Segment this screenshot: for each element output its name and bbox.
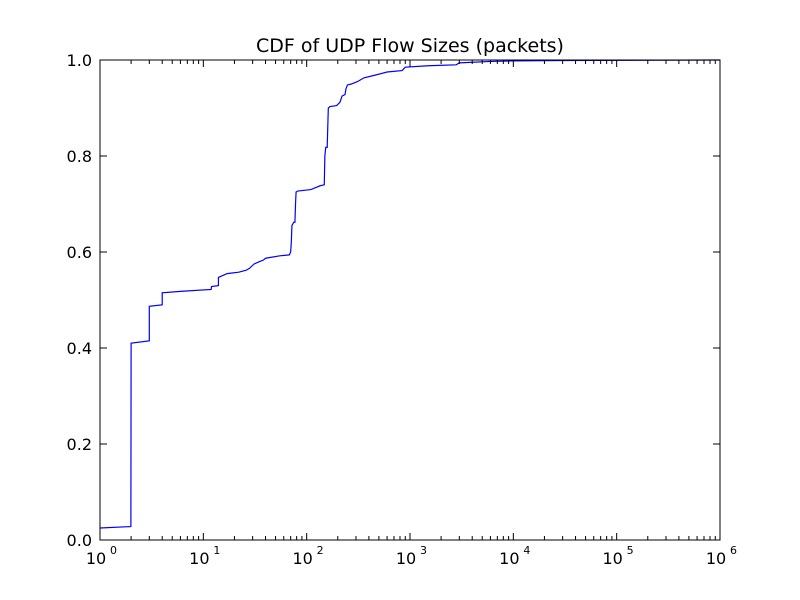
y-tick-label: 0.8	[67, 147, 92, 166]
axes-frame	[99, 59, 721, 541]
x-tick-exponent: 2	[317, 544, 324, 557]
y-tick-label: 0.0	[67, 531, 92, 550]
y-tick-label: 0.6	[67, 243, 92, 262]
y-tick-label: 1.0	[67, 51, 92, 70]
x-tick-label: 10	[706, 549, 726, 568]
x-tick-exponent: 6	[730, 544, 737, 557]
y-tick-label: 0.2	[67, 435, 92, 454]
x-tick-label: 10	[396, 549, 416, 568]
x-tick-exponent: 4	[523, 544, 530, 557]
x-tick-exponent: 5	[627, 544, 634, 557]
chart-title: CDF of UDP Flow Sizes (packets)	[256, 35, 564, 57]
x-tick-exponent: 0	[110, 544, 117, 557]
x-tick-label: 10	[189, 549, 209, 568]
x-tick-label: 10	[499, 549, 519, 568]
x-tick-label: 10	[86, 549, 106, 568]
x-tick-exponent: 3	[420, 544, 427, 557]
y-tick-label: 0.4	[67, 339, 92, 358]
x-tick-exponent: 1	[213, 544, 220, 557]
cdf-series-line	[99, 59, 721, 529]
plot-area	[99, 59, 721, 529]
x-tick-label: 10	[602, 549, 622, 568]
x-tick-label: 10	[292, 549, 312, 568]
axes: 10 0 10 1 10 2 10 3 10 4 10 5 10 6 0.0 0.2 0.4 0.6 0.8 1.0	[67, 51, 737, 568]
